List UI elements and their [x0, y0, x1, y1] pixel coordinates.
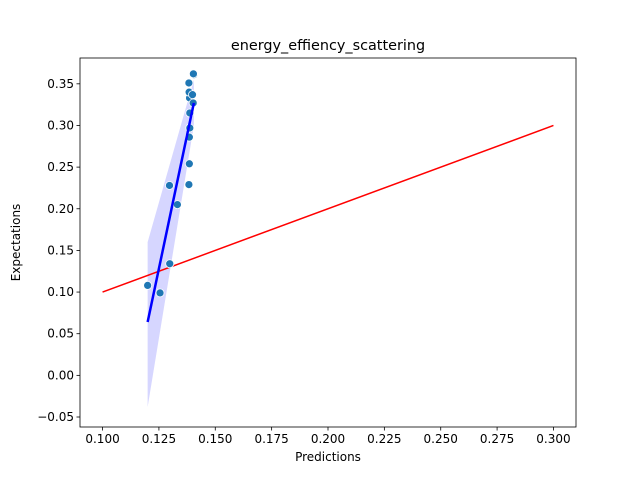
- y-tick-label: 0.10: [47, 285, 74, 299]
- y-tick-label: 0.15: [47, 243, 74, 257]
- y-axis: −0.05 0.00 0.05 0.10 0.15 0.20 0.25 0.30 0.35: [37, 77, 80, 424]
- x-axis-label: Predictions: [295, 450, 361, 464]
- data-point: [173, 200, 182, 209]
- x-tick-label: 0.100: [85, 432, 119, 446]
- x-tick-label: 0.225: [367, 432, 401, 446]
- data-point: [165, 181, 174, 190]
- data-point: [184, 180, 194, 189]
- data-point: [165, 259, 175, 269]
- data-point: [184, 78, 194, 88]
- data-point: [184, 159, 194, 169]
- y-axis-label: Expectations: [9, 204, 23, 282]
- data-point: [143, 281, 153, 290]
- x-tick-label: 0.175: [254, 432, 288, 446]
- y-tick-label: −0.05: [37, 410, 74, 424]
- y-tick-label: 0.25: [47, 160, 74, 174]
- x-tick-label: 0.250: [424, 432, 458, 446]
- data-point: [188, 90, 197, 100]
- y-tick-label: 0.05: [47, 327, 74, 341]
- x-tick-label: 0.125: [142, 432, 176, 446]
- y-tick-label: 0.20: [47, 202, 74, 216]
- y-tick-label: 0.00: [47, 368, 74, 382]
- chart-title: energy_effiency_scattering: [231, 38, 425, 54]
- reference-line: [102, 124, 554, 293]
- x-tick-label: 0.150: [198, 432, 232, 446]
- regression-line: [146, 102, 196, 323]
- y-tick-label: 0.30: [47, 118, 74, 132]
- plot-area: [102, 69, 554, 408]
- x-tick-label: 0.300: [536, 432, 570, 446]
- data-point: [155, 288, 165, 298]
- data-point: [189, 69, 198, 79]
- y-tick-label: 0.35: [47, 77, 74, 91]
- x-tick-label: 0.200: [311, 432, 345, 446]
- x-axis: 0.100 0.125 0.150 0.175 0.200 0.225 0.250 0.275…: [85, 427, 571, 446]
- x-tick-label: 0.275: [480, 432, 514, 446]
